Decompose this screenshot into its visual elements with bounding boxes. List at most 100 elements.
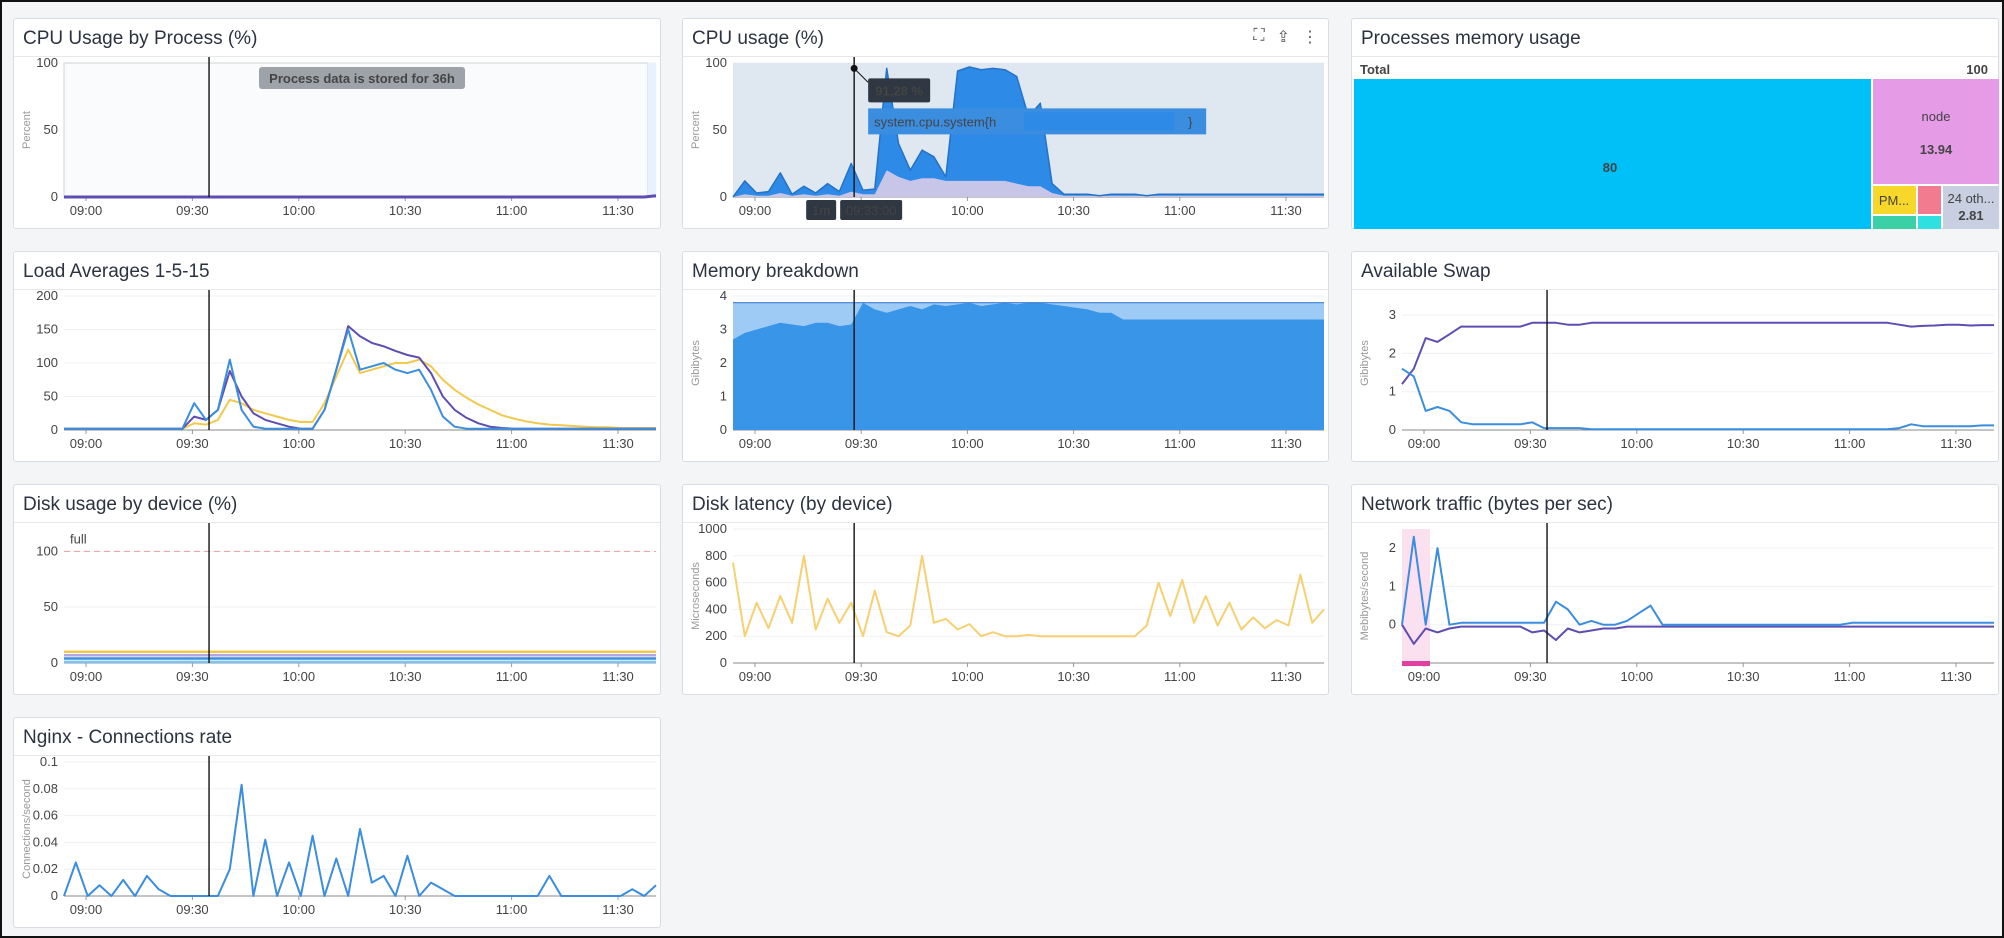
swap-used-line	[1401, 367, 1994, 431]
y-tick-label: 0	[51, 189, 58, 204]
export-icon[interactable]: ⇪	[1276, 29, 1290, 46]
available-swap-panel[interactable]: Available Swap 0 1 2 3 09:00 09:30 10:00 10:30 1…	[1351, 251, 1999, 462]
x-tick-label: 09:00	[70, 436, 103, 451]
x-tick-label: 09:00	[739, 203, 772, 218]
x-axis: 09:00 09:30 10:00 10:30 11:00 11:30	[1402, 662, 1994, 684]
y-tick-label: 0	[1389, 422, 1396, 437]
retention-note-badge	[259, 67, 465, 89]
tooltip-series-end: }	[1188, 114, 1193, 129]
threshold-label: full	[70, 531, 87, 546]
memory-breakdown-chart[interactable]: 0 1 2 3 4 09:00 09:30 10:00 10:30 11:00 11:30 Gibib…	[683, 288, 1330, 460]
cursor-time: 09:33:00	[846, 203, 897, 218]
processes-memory-treemap[interactable]: Total 100 80 node 13.94 PM... 24 oth... 2.81	[1352, 57, 2000, 229]
x-tick-label: 11:00	[496, 902, 528, 917]
x-tick-label: 09:00	[739, 669, 772, 684]
disk-usage-chart[interactable]: 0 50 100 09:00 09:30 10:00 10:30 11:00 11:30 full	[14, 523, 662, 693]
x-tick-label: 09:00	[70, 669, 103, 684]
treemap-tile-pm	[1873, 186, 1916, 214]
x-tick-label: 10:00	[283, 669, 316, 684]
y-tick-label: 50	[44, 122, 58, 137]
treemap-total-label: Total	[1360, 62, 1390, 77]
load-15-line	[64, 348, 656, 430]
cpu-usage-by-process-chart[interactable]: 0 50 100 09:00 09:30 10:00 10:30 11:00 11:30 Perc…	[14, 55, 662, 227]
disk-latency-chart[interactable]: 0 200 400 600 800 1000 09:00 09:30 10:00 10:30 11:…	[683, 521, 1330, 693]
y-axis-label: Mebibytes/second	[1359, 552, 1371, 641]
panel-title: Nginx - Connections rate	[23, 727, 233, 748]
x-tick-label: 09:30	[176, 436, 209, 451]
y-tick-label: 2	[1389, 540, 1396, 555]
treemap-node-label: node	[1922, 109, 1951, 124]
x-tick-label: 09:30	[1514, 436, 1547, 451]
y-tick-label: 100	[36, 55, 58, 70]
x-tick-label: 10:30	[389, 203, 422, 218]
user-cpu-area	[733, 170, 1324, 197]
load-averages-panel[interactable]: Load Averages 1-5-15 0 50 100 150 200 09:00 09…	[13, 251, 661, 462]
available-swap-chart[interactable]: 0 1 2 3 09:00 09:30 10:00 10:30 11:00 11:30 Gibiby…	[1352, 290, 2000, 460]
cursor-interval: 1m	[812, 203, 830, 218]
processes-memory-usage-panel[interactable]: Processes memory usage Total 100 80 node 13.…	[1351, 18, 1999, 229]
y-axis-label: Gibibytes	[1359, 340, 1371, 386]
x-tick-label: 11:30	[1270, 436, 1302, 451]
treemap-tile-node	[1873, 79, 1999, 184]
x-tick-label: 10:00	[1621, 669, 1654, 684]
load-averages-chart[interactable]: 0 50 100 150 200 09:00 09:30 10:00 10:30 11:00 11:…	[14, 288, 662, 460]
disk-latency-line	[732, 554, 1325, 638]
retention-note: Process data is stored for 36h	[269, 71, 455, 86]
y-tick-label: 0	[720, 189, 727, 204]
network-traffic-panel[interactable]: Network traffic (bytes per sec) 0 1 2 09:00…	[1351, 484, 1999, 695]
network-out-line	[1401, 624, 1994, 645]
x-tick-label: 09:30	[176, 203, 209, 218]
treemap-tile-small	[1873, 216, 1916, 229]
y-tick-label: 200	[36, 288, 58, 303]
disk-usage-panel[interactable]: Disk usage by device (%) 0 50 100 09:00 09:3…	[13, 484, 661, 695]
disk-latency-panel[interactable]: Disk latency (by device) 0 200 400 600 800 10…	[682, 484, 1329, 695]
more-options-icon[interactable]: ⋮	[1302, 29, 1318, 46]
y-axis-label: Percent	[21, 111, 33, 149]
x-axis: 09:00 09:30 10:00 10:30 11:00 11:30	[64, 429, 656, 451]
swap-free-line	[1401, 321, 1994, 385]
panel-title: Load Averages 1-5-15	[23, 261, 210, 282]
x-tick-label: 09:00	[70, 902, 103, 917]
treemap-tile-main	[1354, 79, 1871, 229]
tooltip-series-name: system.cpu.system{h	[874, 114, 996, 129]
y-tick-label: 0	[1389, 617, 1396, 632]
treemap-main-value: 80	[1603, 160, 1617, 175]
treemap-others-value: 2.81	[1958, 208, 1983, 223]
x-axis: 09:00 09:30 10:00 10:30 11:00 11:30	[64, 196, 656, 218]
y-tick-label: 0	[51, 655, 58, 670]
nginx-connections-panel[interactable]: Nginx - Connections rate 0 0.02 0.04 0.06 0.…	[13, 717, 661, 928]
panel-title: Disk latency (by device)	[692, 494, 893, 515]
connections-line	[63, 783, 657, 897]
cpu-usage-chart[interactable]: 05010009:0009:3010:0010:3011:0011:30Perc…	[683, 55, 1330, 227]
x-tick-label: 09:30	[176, 902, 209, 917]
fullscreen-icon[interactable]: ⛶	[1253, 27, 1265, 44]
y-tick-label: 800	[705, 548, 727, 563]
tooltip-value-box	[868, 78, 931, 103]
x-tick-label: 11:00	[1164, 436, 1196, 451]
x-tick-label: 09:30	[845, 669, 878, 684]
treemap-node-value: 13.94	[1920, 142, 1953, 157]
network-traffic-chart[interactable]: 0 1 2 09:00 09:30 10:00 10:30 11:00 11:30 Mebibyt…	[1352, 523, 2000, 693]
cpu-usage-panel[interactable]: CPU usage (%) ⛶ ⇪ ⋮ 05010009:0009:3010:0…	[682, 18, 1329, 229]
x-tick-label: 09:30	[176, 669, 209, 684]
y-tick-label: 1	[720, 389, 727, 404]
x-tick-label: 10:00	[1621, 436, 1654, 451]
panel-title: CPU Usage by Process (%)	[23, 28, 258, 49]
x-tick-label: 11:00	[1164, 203, 1196, 218]
x-axis: 09:00 09:30 10:00 10:30 11:00 11:30	[64, 662, 656, 684]
nginx-connections-chart[interactable]: 0 0.02 0.04 0.06 0.08 0.1 09:00 09:30 10:00 10:30…	[14, 754, 662, 926]
panel-title: Processes memory usage	[1361, 28, 1581, 49]
cpu-usage-by-process-panel[interactable]: CPU Usage by Process (%) 0 50 100 09:00 09:3…	[13, 18, 661, 229]
x-tick-label: 09:00	[1408, 669, 1441, 684]
treemap-tile-small	[1918, 186, 1941, 214]
y-tick-label: 50	[713, 122, 727, 137]
x-tick-label: 11:00	[496, 669, 528, 684]
x-tick-label: 11:30	[602, 669, 634, 684]
memory-breakdown-panel[interactable]: Memory breakdown 0 1 2 3 4 09:00 09:30 10:00 10:…	[682, 251, 1329, 462]
y-tick-label: 400	[705, 601, 727, 616]
panel-title: Available Swap	[1361, 261, 1491, 282]
y-tick-label: 1000	[698, 521, 727, 536]
treemap-tile-others	[1943, 186, 1999, 229]
y-axis: 0 200 400 600 800 1000	[698, 521, 1324, 670]
load-5-line	[64, 325, 656, 430]
